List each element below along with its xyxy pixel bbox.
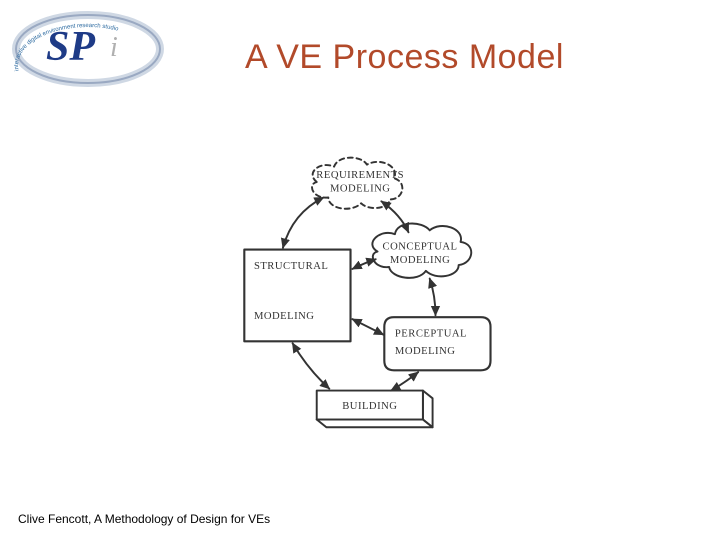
node-structural: STRUCTURAL MODELING — [244, 250, 350, 342]
footer-citation: Clive Fencott, A Methodology of Design f… — [18, 512, 270, 526]
process-diagram: REQUIREMENTS MODELING CONCEPTUAL MODELIN… — [215, 155, 515, 435]
edge-structural-perceptual — [352, 319, 383, 334]
page-title: A VE Process Model — [245, 38, 564, 77]
node-perceptual: PERCEPTUAL MODELING — [384, 317, 490, 370]
node-structural-label1: STRUCTURAL — [254, 261, 328, 272]
logo: SP i interactive digital environment res… — [8, 4, 168, 94]
node-perceptual-label1: PERCEPTUAL — [395, 329, 467, 340]
edge-conceptual-structural — [352, 259, 375, 269]
node-building: BUILDING — [317, 391, 433, 428]
node-requirements-label2: MODELING — [330, 184, 390, 195]
node-requirements-label1: REQUIREMENTS — [316, 170, 404, 181]
node-perceptual-label2: MODELING — [395, 346, 455, 357]
edge-req-structural — [283, 197, 324, 247]
edges — [283, 197, 436, 390]
edge-structural-building — [293, 343, 330, 388]
edge-conceptual-perceptual — [430, 279, 436, 316]
node-building-label1: BUILDING — [342, 401, 397, 412]
logo-i: i — [110, 32, 118, 63]
node-conceptual-label2: MODELING — [390, 255, 450, 266]
node-requirements: REQUIREMENTS MODELING — [312, 158, 404, 209]
node-conceptual-label1: CONCEPTUAL — [383, 242, 458, 253]
node-structural-label2: MODELING — [254, 311, 314, 322]
node-conceptual: CONCEPTUAL MODELING — [372, 223, 471, 277]
edge-perceptual-building — [391, 372, 418, 390]
